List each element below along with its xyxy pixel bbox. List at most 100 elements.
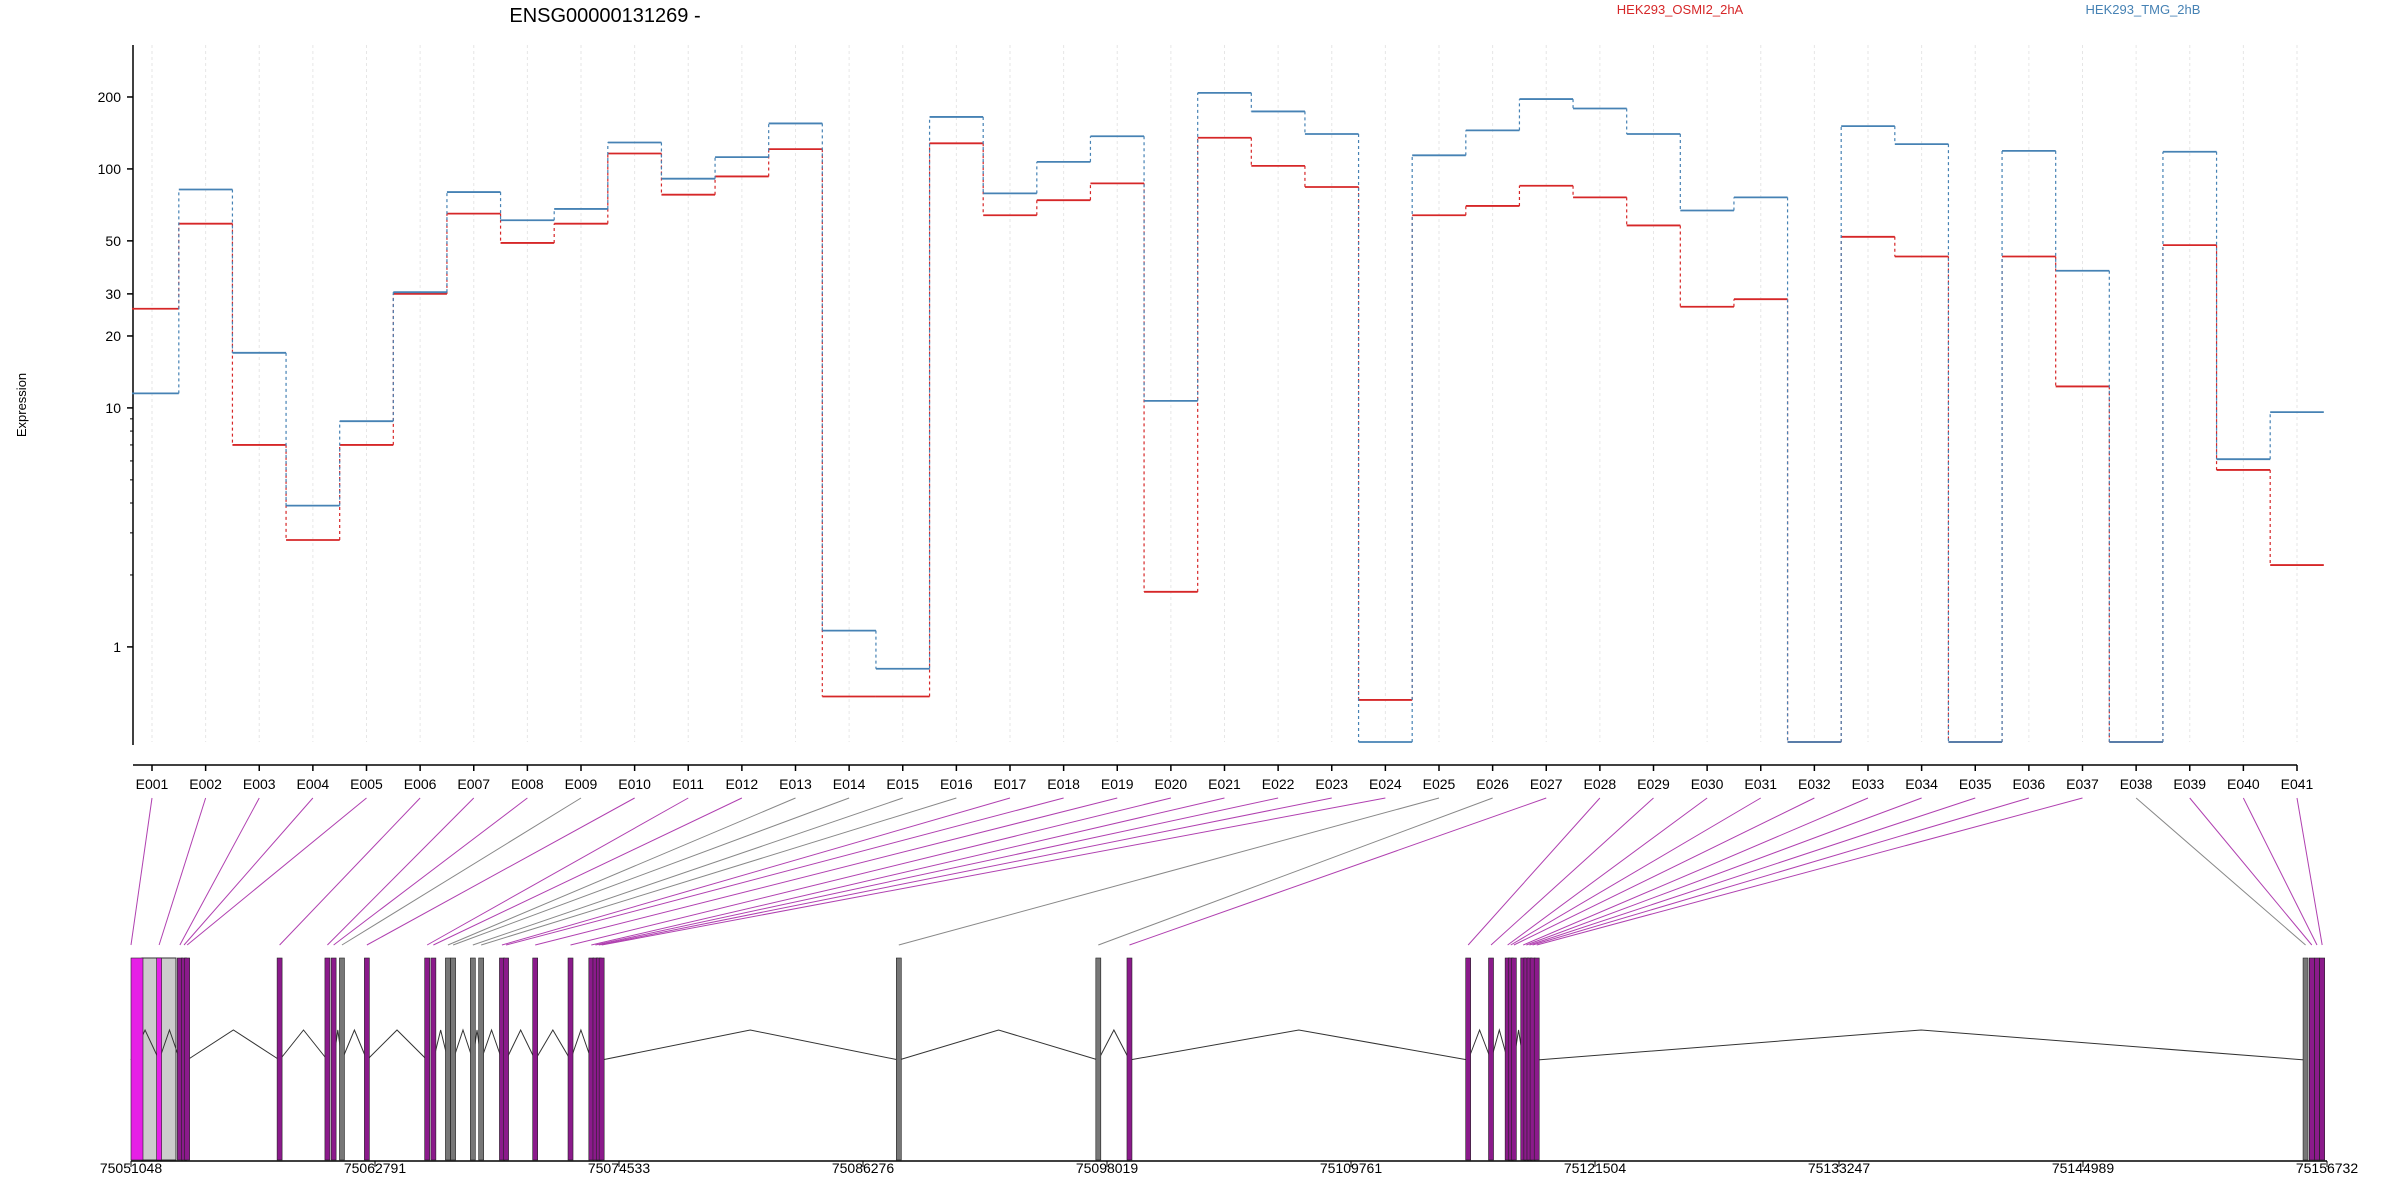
- intron-line: [898, 1029, 1099, 1061]
- x-tick-label: E040: [2227, 776, 2260, 792]
- genome-tick-label: 75109761: [1320, 1160, 1383, 1176]
- x-tick-label: E013: [779, 776, 812, 792]
- exon-block: [184, 957, 190, 1161]
- exon-connector: [186, 797, 367, 946]
- exon-connector: [2135, 797, 2306, 946]
- exon-block: [330, 957, 337, 1161]
- genome-tick-label: 75062791: [344, 1160, 407, 1176]
- exon-connector: [1526, 797, 1922, 946]
- x-tick-label: E031: [1744, 776, 1777, 792]
- intron-line: [1129, 1029, 1469, 1061]
- x-tick-label: E034: [1905, 776, 1938, 792]
- exon-connector: [1507, 797, 1708, 946]
- exon-connector: [1490, 797, 1654, 946]
- exon-block: [445, 957, 451, 1161]
- intron-line: [570, 1028, 592, 1061]
- exon-block: [339, 957, 345, 1161]
- exon-connector: [570, 797, 1171, 946]
- x-tick-label: E023: [1315, 776, 1348, 792]
- plot-axes: 200 100 50 30 20 10 1 E001 E002 E003 E004 E005 E006 E…: [98, 45, 2314, 792]
- intron-line: [1536, 1029, 2306, 1061]
- series-layer: [132, 92, 2324, 743]
- exon-block: [156, 957, 162, 1161]
- exon-block: [130, 957, 144, 1161]
- exon-block: [1095, 957, 1102, 1161]
- x-tick-label: E018: [1047, 776, 1080, 792]
- exon-block: [503, 957, 509, 1161]
- x-tick-label: E032: [1798, 776, 1831, 792]
- exon-block: [430, 957, 437, 1161]
- x-tick-label: E007: [457, 776, 490, 792]
- x-tick-label: E021: [1208, 776, 1241, 792]
- exon-connector: [179, 797, 260, 946]
- x-tick-label: E028: [1584, 776, 1617, 792]
- x-tick-label: E022: [1262, 776, 1295, 792]
- x-tick-label: E020: [1155, 776, 1188, 792]
- y-tick-label: 10: [105, 400, 121, 416]
- x-tick-label: E017: [994, 776, 1027, 792]
- exon-block: [2308, 957, 2315, 1161]
- y-tick-label: 1: [113, 639, 121, 655]
- exon-block: [276, 957, 283, 1161]
- x-tick-label: E027: [1530, 776, 1563, 792]
- exon-block: [2319, 957, 2325, 1161]
- x-tick-label: E039: [2173, 776, 2206, 792]
- exon-connector: [1129, 797, 1547, 946]
- y-tick-label: 50: [105, 233, 121, 249]
- exon-block: [896, 957, 902, 1161]
- genome-tick-label: 75156732: [2296, 1160, 2359, 1176]
- y-tick-label: 100: [98, 161, 122, 177]
- y-tick-label: 20: [105, 328, 121, 344]
- x-tick-label: E038: [2120, 776, 2153, 792]
- x-tick-label: E008: [511, 776, 544, 792]
- intron-line: [1097, 1028, 1130, 1061]
- x-tick-label: E011: [672, 776, 704, 792]
- genome-tick-label: 75144989: [2052, 1160, 2115, 1176]
- genome-tick-label: 75086276: [832, 1160, 895, 1176]
- x-tick-label: E016: [940, 776, 973, 792]
- x-tick-label: E024: [1369, 776, 1402, 792]
- genome-tick-label: 75121504: [1564, 1160, 1627, 1176]
- x-tick-label: E004: [297, 776, 330, 792]
- genome-tick-label: 75074533: [588, 1160, 651, 1176]
- exon-connector: [366, 797, 635, 946]
- exon-connector: [601, 797, 1386, 946]
- gridlines: [151, 45, 2298, 742]
- chart-title: ENSG00000131269 -: [509, 5, 700, 27]
- y-tick-label: 30: [105, 286, 121, 302]
- exon-connector: [279, 797, 421, 946]
- intron-line: [534, 1029, 571, 1061]
- exon-connectors: [130, 797, 2323, 946]
- exon-block: [1126, 957, 1133, 1161]
- legend-series-b: HEK293_TMG_2hB: [2086, 2, 2201, 17]
- x-tick-label: E005: [350, 776, 383, 792]
- intron-line: [480, 1028, 503, 1061]
- exon-connector: [433, 797, 743, 946]
- x-tick-label: E006: [404, 776, 437, 792]
- exon-block: [532, 957, 538, 1161]
- exon-connector: [505, 797, 1064, 946]
- exon-connector: [898, 797, 1440, 946]
- intron-line: [186, 1029, 280, 1061]
- genome-tick-label: 75051048: [100, 1160, 163, 1176]
- exon-connector: [1467, 797, 1601, 946]
- exon-connector: [2296, 797, 2323, 946]
- exon-connector: [130, 797, 153, 946]
- x-tick-label: E029: [1637, 776, 1670, 792]
- x-tick-label: E009: [565, 776, 598, 792]
- x-tick-label: E002: [189, 776, 222, 792]
- exon-connector: [158, 797, 207, 946]
- exon-connector: [2242, 797, 2318, 946]
- exon-block: [1511, 957, 1517, 1161]
- y-tick-label: 200: [98, 89, 122, 105]
- genome-tick-label: 75133247: [1808, 1160, 1871, 1176]
- x-tick-label: E037: [2066, 776, 2099, 792]
- x-tick-label: E019: [1101, 776, 1134, 792]
- gene-model: 75051048 75062791 75074533 75086276 75098019…: [100, 957, 2359, 1176]
- x-tick-label: E041: [2281, 776, 2314, 792]
- exon-block: [364, 957, 370, 1161]
- exon-connector: [426, 797, 689, 946]
- exon-connector: [501, 797, 1011, 946]
- exon-block: [598, 957, 605, 1161]
